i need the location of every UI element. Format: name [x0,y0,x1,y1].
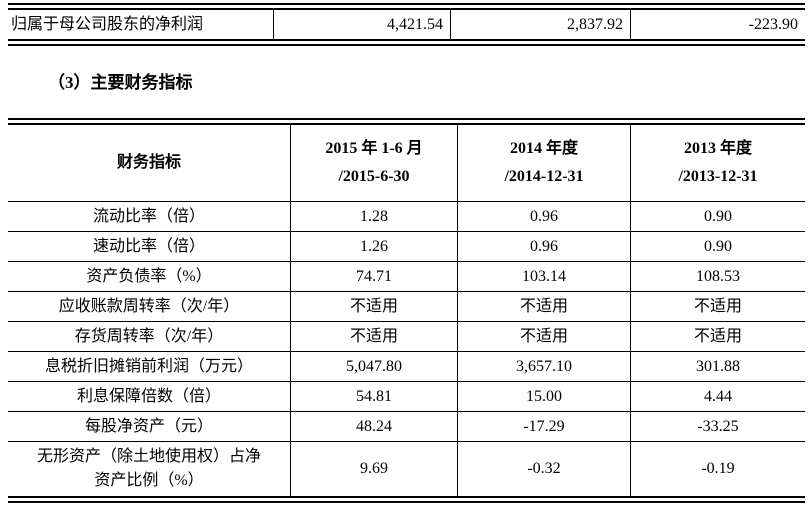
table-row: 每股净资产（元） 48.24 -17.29 -33.25 [8,411,805,441]
value-cell: 0.96 [457,231,630,261]
section-heading: （3）主要财务指标 [48,73,193,92]
header-period-line: 2013 年度 [683,140,752,157]
table-header-row: 财务指标 2015 年 1-6 月 /2015-6-30 2014 年度 /20… [8,125,805,201]
value-cell: 不适用 [457,291,630,321]
header-period-line: 2014 年度 [509,140,578,157]
header-metric: 财务指标 [116,154,181,171]
value-cell: 108.53 [630,261,805,291]
value-cell: 4,421.54 [273,10,450,39]
row-label: 速动比率（倍） [8,231,290,261]
value-cell: 1.26 [290,231,457,261]
value-cell: 5,047.80 [290,351,457,381]
header-date-line: /2014-12-31 [504,168,584,185]
value-cell: 48.24 [290,411,457,441]
value-cell: -17.29 [457,411,630,441]
value-cell: 不适用 [630,321,805,351]
table-row: 无形资产（除土地使用权）占净资产比例（%） 9.69 -0.32 -0.19 [8,441,805,496]
value-cell: 不适用 [630,291,805,321]
table-row: 应收账款周转率（次/年） 不适用 不适用 不适用 [8,291,805,321]
value-cell: 9.69 [290,441,457,496]
value-cell: 不适用 [290,321,457,351]
value-cell: 15.00 [457,381,630,411]
row-label: 息税折旧摊销前利润（万元） [8,351,290,381]
value-cell: 0.90 [630,231,805,261]
row-label: 存货周转率（次/年） [8,321,290,351]
header-period-line: 2015 年 1-6 月 [325,140,423,157]
table-row: 利息保障倍数（倍） 54.81 15.00 4.44 [8,381,805,411]
value-cell: -223.90 [630,10,805,39]
value-cell: 301.88 [630,351,805,381]
header-date-line: /2013-12-31 [678,168,758,185]
value-cell: 103.14 [457,261,630,291]
row-label: 应收账款周转率（次/年） [8,291,290,321]
row-label: 归属于母公司股东的净利润 [11,15,204,33]
table-row: 流动比率（倍） 1.28 0.96 0.90 [8,201,805,231]
value-cell: 54.81 [290,381,457,411]
table-row: 存货周转率（次/年） 不适用 不适用 不适用 [8,321,805,351]
value-cell: 4.44 [630,381,805,411]
table-row: 速动比率（倍） 1.26 0.96 0.90 [8,231,805,261]
table-row: 息税折旧摊销前利润（万元） 5,047.80 3,657.10 301.88 [8,351,805,381]
value-cell: -0.19 [630,441,805,496]
value-cell: 74.71 [290,261,457,291]
value-cell: 0.90 [630,201,805,231]
value-cell: 3,657.10 [457,351,630,381]
document-page: 归属于母公司股东的净利润 4,421.54 2,837.92 -223.90 （… [0,3,811,521]
header-date-line: /2015-6-30 [338,168,410,185]
table-row: 资产负债率（%） 74.71 103.14 108.53 [8,261,805,291]
header-period-2013: 2013 年度 /2013-12-31 [630,125,805,201]
value-cell: 2,837.92 [450,10,630,39]
header-period-2014: 2014 年度 /2014-12-31 [457,125,630,201]
row-label: 资产负债率（%） [8,261,290,291]
value-cell: -0.32 [457,441,630,496]
value-cell: 不适用 [290,291,457,321]
row-label: 利息保障倍数（倍） [8,381,290,411]
net-profit-row: 归属于母公司股东的净利润 4,421.54 2,837.92 -223.90 [8,10,805,39]
financial-indicators-table: 财务指标 2015 年 1-6 月 /2015-6-30 2014 年度 /20… [8,118,805,503]
row-label: 无形资产（除土地使用权）占净资产比例（%） [8,441,290,496]
previous-table-fragment: 归属于母公司股东的净利润 4,421.54 2,837.92 -223.90 [8,3,805,46]
value-cell: 0.96 [457,201,630,231]
header-period-2015: 2015 年 1-6 月 /2015-6-30 [290,125,457,201]
value-cell: 不适用 [457,321,630,351]
row-label: 每股净资产（元） [8,411,290,441]
value-cell: 1.28 [290,201,457,231]
row-label: 流动比率（倍） [8,201,290,231]
value-cell: -33.25 [630,411,805,441]
